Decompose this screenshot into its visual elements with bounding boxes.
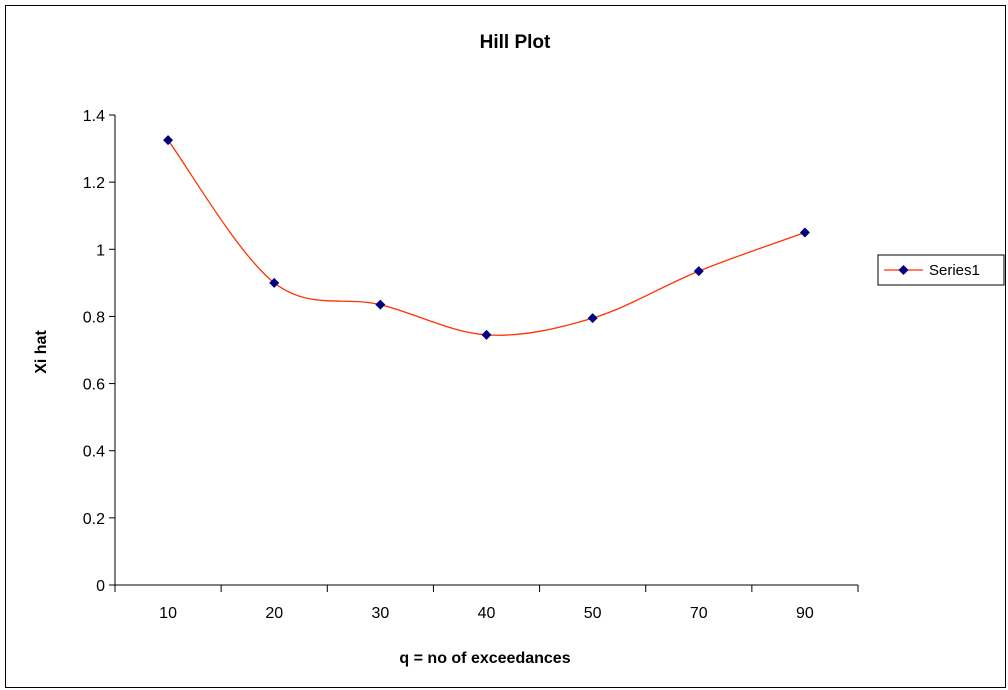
data-point-marker xyxy=(269,277,280,288)
y-tick-label: 0 xyxy=(96,578,105,595)
y-tick-label: 1 xyxy=(96,242,105,259)
data-point-marker xyxy=(163,135,174,146)
axes xyxy=(114,115,858,586)
chart-title: Hill Plot xyxy=(480,32,551,53)
x-tick-label: 30 xyxy=(371,605,389,622)
y-axis-title: Xi hat xyxy=(33,330,50,374)
chart-area xyxy=(5,5,1006,688)
legend-label: Series1 xyxy=(929,262,980,279)
y-tick-label: 0.8 xyxy=(83,309,105,326)
x-tick-label: 40 xyxy=(478,605,496,622)
x-tick-label: 70 xyxy=(690,605,708,622)
series-line-1 xyxy=(167,139,806,336)
x-tick-label: 20 xyxy=(265,605,283,622)
y-axis-ticks: 0 0.2 0.4 0.6 0.8 1 1.2 1.4 xyxy=(83,108,115,595)
data-point-marker xyxy=(587,313,598,324)
legend-marker-sample xyxy=(898,265,909,275)
data-point-marker xyxy=(481,329,492,340)
x-tick-label: 50 xyxy=(584,605,602,622)
x-tick-label: 90 xyxy=(796,605,814,622)
y-tick-label: 1.2 xyxy=(83,175,105,192)
y-tick-label: 0.4 xyxy=(83,444,105,461)
x-axis-title: q = no of exceedances xyxy=(399,650,570,667)
y-tick-label: 0.2 xyxy=(83,511,105,528)
data-point-marker xyxy=(693,266,704,277)
legend: Series1 xyxy=(877,254,1005,286)
data-point-marker xyxy=(799,227,810,238)
y-tick-label: 1.4 xyxy=(83,108,105,125)
x-tick-label: 10 xyxy=(159,605,177,622)
x-axis-ticks: 10 20 30 40 50 70 90 xyxy=(114,585,859,622)
data-point-marker xyxy=(375,299,386,310)
y-tick-label: 0.6 xyxy=(83,377,105,394)
series-layer xyxy=(163,135,810,340)
